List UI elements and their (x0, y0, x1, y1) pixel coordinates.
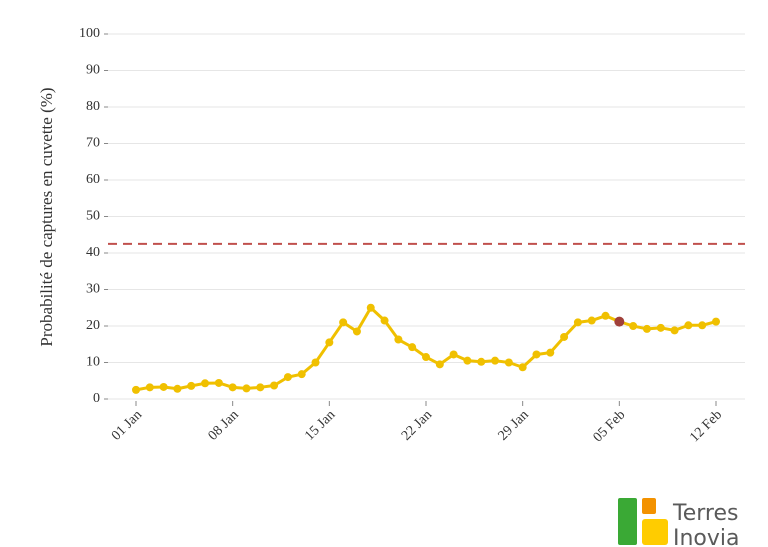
data-point (394, 335, 403, 344)
y-tick-label: 20 (86, 318, 100, 333)
data-point (214, 378, 223, 387)
y-tick-label: 40 (86, 245, 100, 260)
y-axis-label: Probabilité de captures en cuvette (%) (37, 87, 56, 346)
data-point (477, 357, 486, 366)
logo-line: Terres (672, 501, 738, 526)
data-point (587, 316, 596, 325)
y-tick-label: 80 (86, 99, 100, 114)
y-tick-label: 60 (86, 172, 100, 187)
logo-green (618, 498, 637, 545)
data-point (698, 321, 707, 330)
data-point (145, 383, 154, 392)
y-tick-label: 90 (86, 63, 100, 78)
data-point (422, 353, 430, 362)
logo-orange (642, 498, 656, 514)
data-point (270, 381, 279, 390)
data-point (228, 383, 237, 392)
x-tick-label: 08 Jan (206, 407, 242, 443)
data-point (256, 383, 265, 392)
data-line (135, 306, 717, 392)
data-point (712, 317, 720, 326)
data-point (283, 373, 292, 382)
data-point (601, 311, 610, 320)
data-point (352, 327, 361, 336)
data-point (491, 356, 500, 365)
x-tick-label: 05 Feb (591, 407, 629, 445)
y-tick-label: 70 (86, 136, 100, 151)
y-tick-label: 10 (86, 355, 100, 370)
data-point (642, 324, 651, 333)
data-point (173, 384, 182, 393)
data-point (311, 358, 320, 367)
data-point (449, 350, 458, 359)
y-tick-label: 100 (79, 26, 100, 41)
x-tick-label: 22 Jan (399, 407, 435, 443)
data-point (629, 322, 638, 330)
data-point (339, 318, 348, 327)
data-point (132, 385, 140, 394)
data-point (463, 356, 472, 365)
data-point (546, 348, 555, 357)
x-tick-label: 12 Feb (687, 407, 725, 445)
data-point (325, 338, 334, 347)
data-point (435, 360, 444, 369)
data-point (159, 382, 168, 391)
x-tick-label: 01 Jan (109, 407, 145, 443)
data-point (614, 316, 625, 327)
data-point (573, 318, 582, 327)
data-point (684, 321, 693, 330)
data-point (408, 343, 417, 352)
data-point (297, 370, 306, 379)
y-tick-label: 30 (86, 282, 100, 297)
data-point (201, 379, 210, 388)
data-point (380, 316, 389, 325)
y-tick-label: 0 (93, 391, 100, 406)
y-tick-label: 50 (86, 209, 100, 224)
data-point (656, 323, 665, 332)
data-point (670, 326, 679, 335)
data-point (504, 358, 513, 367)
x-tick-label: 15 Jan (302, 407, 338, 443)
data-point (560, 332, 569, 341)
data-point (187, 381, 196, 390)
data-point (242, 384, 251, 393)
data-point (518, 363, 527, 372)
logo: Terres Inovia (618, 498, 740, 547)
x-tick-label: 29 Jan (496, 407, 532, 443)
data-point (532, 350, 541, 359)
logo-line: Inovia (673, 526, 740, 547)
data-point (366, 303, 375, 312)
logo-yellow (642, 519, 668, 545)
